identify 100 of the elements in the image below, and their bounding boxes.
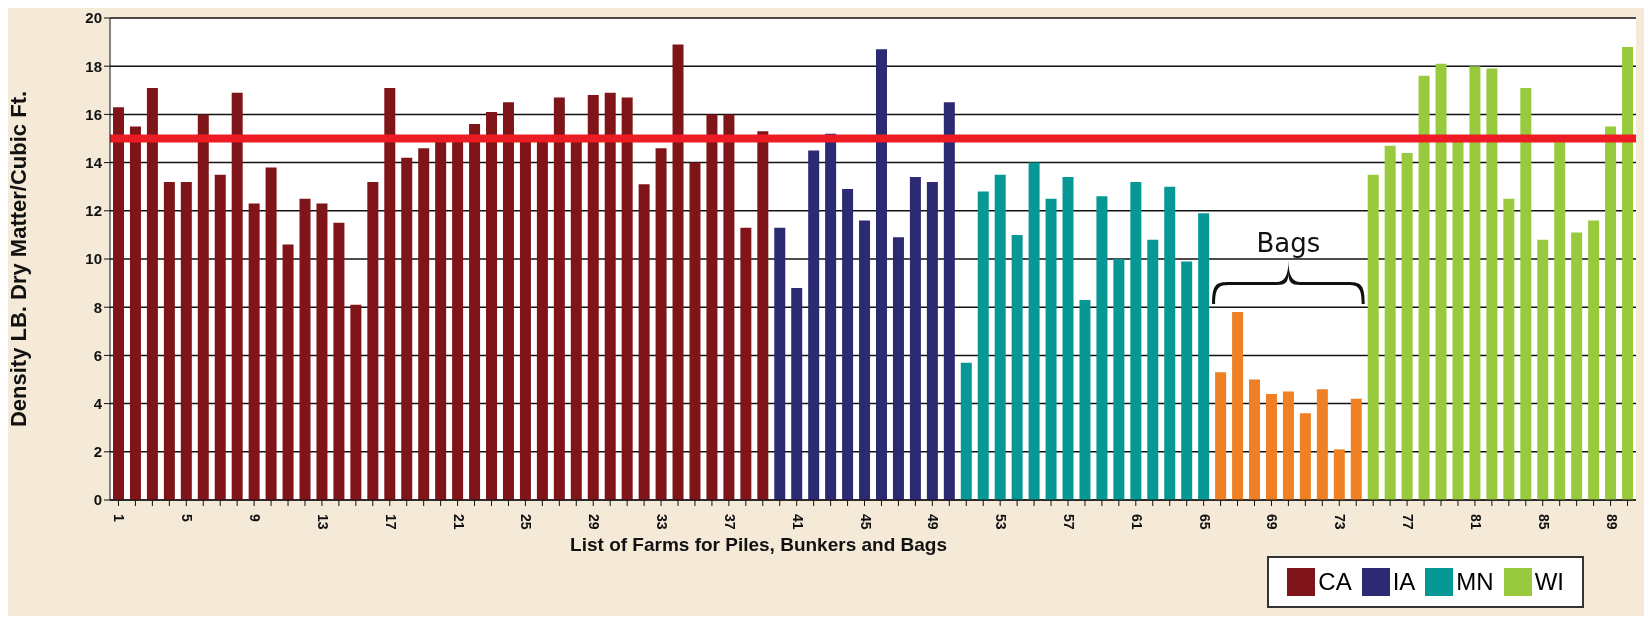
bar [859, 220, 871, 500]
bar [1384, 145, 1396, 500]
bar [350, 304, 362, 500]
bar [994, 174, 1006, 500]
x-tick-label: 65 [1196, 514, 1213, 530]
y-tick-label: 18 [85, 57, 102, 75]
bar [282, 244, 294, 500]
bar [1147, 239, 1159, 500]
y-tick-label: 12 [85, 202, 102, 220]
x-tick-label: 53 [993, 514, 1010, 530]
bar [1554, 140, 1566, 500]
bar [977, 191, 989, 500]
bar [316, 203, 328, 500]
bar [1011, 234, 1023, 500]
bar [1316, 389, 1328, 500]
bar [384, 87, 396, 500]
bar [808, 150, 820, 500]
x-tick-label: 73 [1332, 514, 1349, 530]
bar [248, 203, 260, 500]
x-tick-label: 33 [654, 514, 671, 530]
x-tick-label: 49 [925, 514, 942, 530]
bar [791, 287, 803, 500]
bar [1605, 126, 1617, 500]
bar [638, 184, 650, 500]
bar [655, 148, 667, 500]
x-tick-label: 29 [586, 514, 603, 530]
bar [1571, 232, 1583, 500]
bar [1096, 196, 1108, 500]
bar [672, 44, 684, 500]
y-tick-label: 0 [93, 491, 102, 509]
bar [113, 107, 124, 500]
bar [180, 181, 192, 500]
x-tick-label: 77 [1400, 514, 1417, 530]
x-tick-label: 37 [721, 514, 738, 530]
bar [943, 102, 955, 500]
bar [1282, 391, 1294, 500]
bar [689, 162, 701, 500]
bar [892, 237, 904, 500]
x-tick-label: 17 [382, 514, 399, 530]
x-tick-label: 61 [1128, 514, 1145, 530]
bar [825, 133, 837, 500]
y-tick-label: 8 [93, 298, 102, 316]
bar [1452, 140, 1464, 500]
x-tick-label: 9 [247, 514, 264, 522]
bar [469, 124, 481, 500]
bar [1249, 379, 1261, 500]
x-tick-label: 13 [314, 514, 331, 530]
bar [146, 87, 158, 500]
x-tick-label: 89 [1603, 514, 1620, 530]
y-tick-label: 4 [93, 394, 103, 412]
bar [876, 49, 887, 500]
x-tick-label: 25 [518, 514, 535, 530]
bar [909, 177, 921, 500]
bar [1333, 449, 1345, 500]
bar [1062, 177, 1074, 500]
bar [197, 114, 209, 500]
bar [502, 102, 514, 500]
bar [1588, 220, 1600, 500]
bar [265, 167, 277, 500]
bar [401, 157, 413, 500]
x-tick-label: 1 [111, 514, 128, 522]
y-tick-label: 20 [85, 9, 102, 27]
bar [1113, 259, 1125, 500]
bar [1418, 75, 1430, 500]
bar [1164, 186, 1176, 500]
x-tick-label: 69 [1264, 514, 1281, 530]
bar [1537, 239, 1549, 500]
y-tick-label: 6 [93, 346, 102, 364]
x-tick-label: 85 [1535, 514, 1552, 530]
bar [333, 222, 345, 500]
bar [926, 181, 938, 500]
y-tick-label: 2 [93, 443, 102, 461]
bar [1401, 152, 1413, 500]
bar [1181, 261, 1193, 500]
bar [1435, 63, 1447, 500]
bar [1503, 198, 1515, 500]
bar [1130, 181, 1142, 500]
bar [1350, 398, 1362, 500]
legend-label: CA [1318, 568, 1352, 596]
bar [367, 181, 379, 500]
bar [1520, 87, 1532, 500]
annotation: Bags [1256, 228, 1321, 259]
legend-label: WI [1534, 568, 1564, 596]
bar [435, 140, 447, 500]
x-tick-label: 57 [1060, 514, 1077, 530]
x-tick-label: 41 [789, 514, 806, 530]
bar [723, 114, 735, 500]
bar [740, 227, 752, 500]
bar [214, 174, 226, 500]
bar [163, 181, 175, 500]
bar [1028, 162, 1040, 500]
x-tick-label: 21 [450, 514, 467, 530]
bar [129, 126, 141, 500]
x-tick-label: 45 [857, 514, 874, 530]
y-tick-label: 10 [85, 250, 102, 268]
bar [418, 148, 430, 500]
x-tick-label: 5 [179, 514, 196, 522]
legend-label: MN [1456, 568, 1494, 596]
bar [842, 189, 854, 500]
x-axis-title: List of Farms for Piles, Bunkers and Bags [569, 534, 948, 556]
